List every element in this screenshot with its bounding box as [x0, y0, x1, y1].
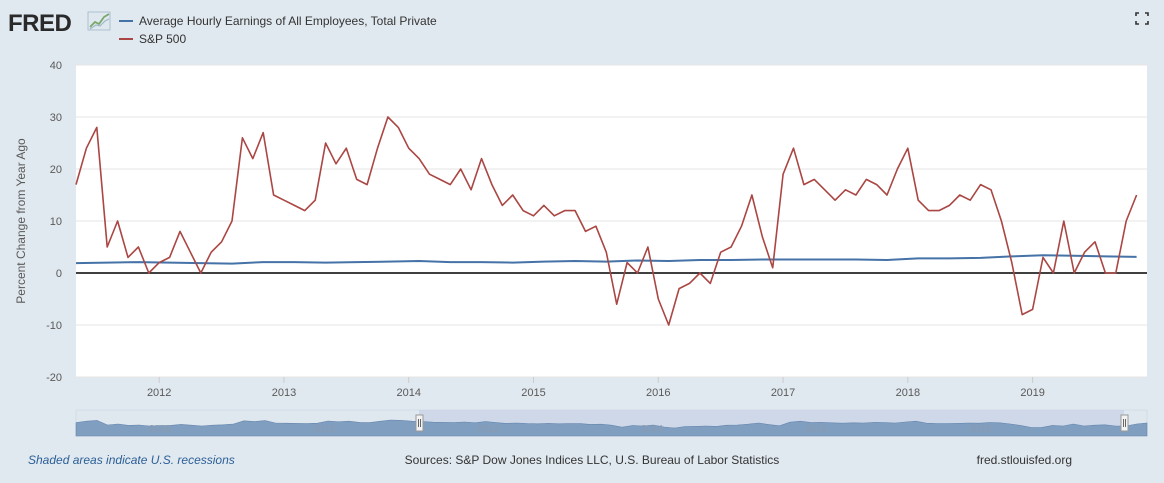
navigator[interactable]: 2008 2010 2012 2014 2016 2018 [75, 409, 1148, 437]
legend-item-earnings[interactable]: Average Hourly Earnings of All Employees… [119, 14, 437, 28]
legend-label-earnings: Average Hourly Earnings of All Employees… [139, 14, 437, 28]
fred-logo-text: FRED [8, 10, 72, 37]
navigator-left-handle[interactable] [415, 414, 424, 432]
navigator-tick-label: 2012 [477, 424, 500, 435]
x-tick-label: 2015 [521, 387, 545, 399]
x-tick-label: 2012 [147, 387, 171, 399]
y-tick-label: 20 [50, 164, 62, 176]
series-layer [75, 116, 1138, 326]
legend: Average Hourly Earnings of All Employees… [119, 14, 437, 46]
legend-label-sp500: S&P 500 [139, 32, 186, 46]
x-tick-label: 2016 [646, 387, 670, 399]
navigator-right-handle[interactable] [1120, 414, 1129, 432]
navigator-tick-label: 2010 [313, 424, 336, 435]
gridlines [76, 64, 1147, 378]
navigator-ticks: 2008 2010 2012 2014 2016 2018 [149, 424, 992, 435]
navigator-series-area [75, 419, 1148, 437]
y-axis-ticks: -20 -10 0 10 20 30 40 [46, 60, 62, 384]
series-line-earnings[interactable] [75, 254, 1137, 265]
y-tick-label: 40 [50, 60, 62, 72]
recession-note[interactable]: Shaded areas indicate U.S. recessions [28, 453, 235, 467]
x-axis-ticks: 2012 2013 2014 2015 2016 2017 2018 2019 [147, 377, 1045, 399]
x-tick-label: 2013 [272, 387, 296, 399]
y-tick-label: 10 [50, 216, 62, 228]
y-axis-title: Percent Change from Year Ago [14, 138, 28, 304]
navigator-tick-label: 2008 [149, 424, 172, 435]
fred-logo-chart-icon [87, 11, 111, 31]
navigator-tick-label: 2014 [641, 424, 664, 435]
x-tick-label: 2018 [896, 387, 920, 399]
x-tick-label: 2014 [396, 387, 420, 399]
sources-note: Sources: S&P Dow Jones Indices LLC, U.S.… [405, 453, 780, 467]
y-tick-label: 0 [56, 268, 62, 280]
navigator-tick-label: 2016 [805, 424, 828, 435]
y-tick-label: -20 [46, 372, 62, 384]
y-tick-label: -10 [46, 320, 62, 332]
fred-logo[interactable]: FRED [8, 10, 111, 37]
site-link[interactable]: fred.stlouisfed.org [977, 453, 1072, 467]
x-tick-label: 2017 [771, 387, 795, 399]
navigator-tick-label: 2018 [969, 424, 992, 435]
legend-item-sp500[interactable]: S&P 500 [119, 32, 186, 46]
y-tick-label: 30 [50, 112, 62, 124]
series-line-sp500[interactable] [75, 116, 1138, 326]
fullscreen-icon[interactable] [1135, 12, 1149, 25]
x-tick-label: 2019 [1020, 387, 1044, 399]
